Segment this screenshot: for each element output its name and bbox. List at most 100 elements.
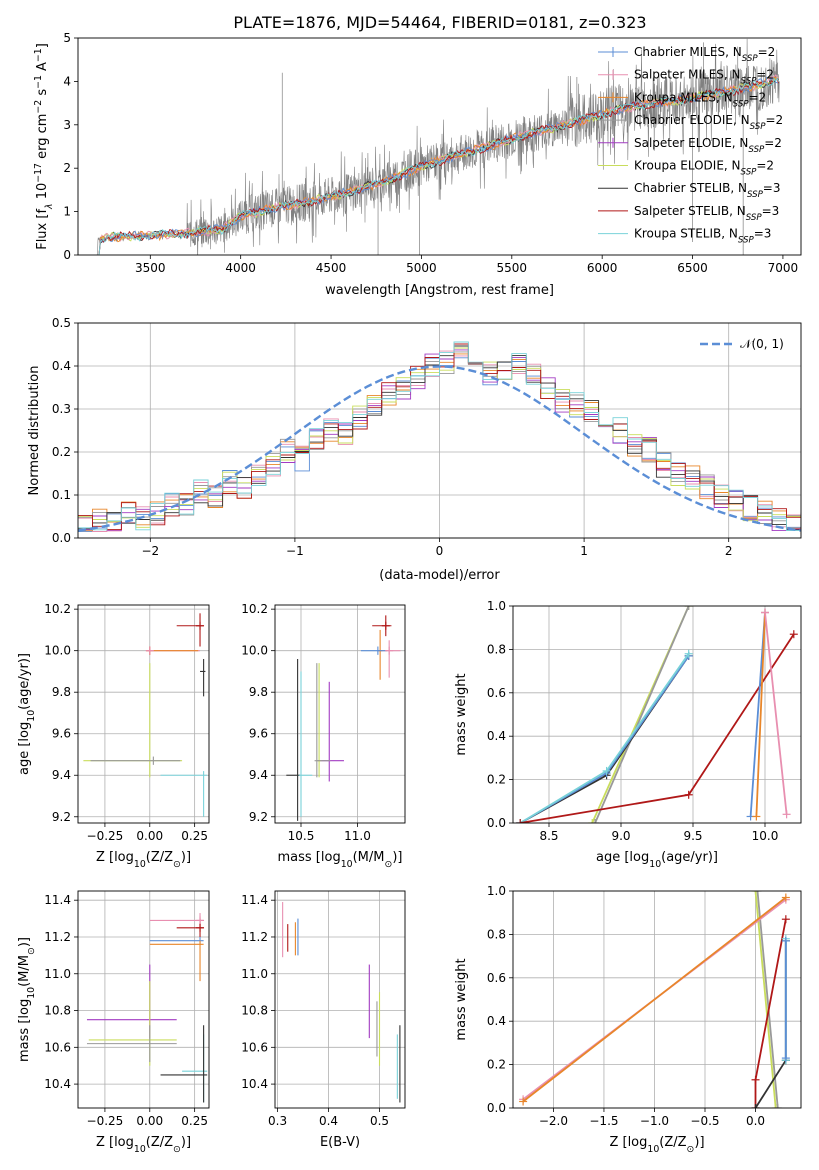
x-tick-label: 1: [580, 544, 588, 558]
x-axis-label: age [log10(age/yr)]: [596, 850, 718, 870]
label-part: 10: [341, 859, 353, 870]
x-tick-label: 10.5: [288, 829, 315, 843]
label-part: Salpeter MILES, N: [634, 68, 741, 82]
histogram-series: [78, 347, 801, 532]
figure-title: PLATE=1876, MJD=54464, FIBERID=0181, z=0…: [233, 13, 646, 32]
histogram-series: [78, 341, 801, 532]
wz-axes: −2.0 −1.5 −1.0 −0.5 0.0 0.0 0.2 0.4 0.6 0.8 1.0 Z […: [454, 884, 802, 1155]
spectrum-axes: 3500 4000 4500 5000 5500 6000 6500 7000 0 1 2 3 4 5 wa…: [33, 31, 802, 298]
x-tick-label: 5500: [497, 261, 528, 275]
x-axis-label: Z [log10(Z/Z⊙)]: [96, 850, 191, 870]
x-tick-label: 0.00: [136, 829, 163, 843]
model-spectrum: [96, 76, 779, 255]
y-tick-label: 10.4: [44, 1077, 71, 1091]
label-part: =2: [758, 45, 776, 59]
label-part: SSP: [750, 122, 767, 132]
y-tick-label: 0.8: [487, 642, 506, 656]
label-part: −2: [33, 100, 44, 114]
observed-spectrum: [96, 38, 780, 255]
y-tick-label: 0.5: [52, 316, 71, 330]
label-part: )]: [694, 1135, 704, 1150]
x-tick-label: −2.0: [539, 1114, 568, 1128]
histogram-series: [78, 351, 801, 524]
label-part: mass [log: [17, 999, 32, 1062]
x-axis-label: (data-model)/error: [379, 568, 500, 583]
label-part: )]: [181, 850, 191, 865]
legend-label: Kroupa STELIB, NSSP=3: [634, 227, 771, 246]
data-point: [149, 940, 204, 982]
label-part: ⊙: [173, 859, 181, 870]
x-tick-label: 9.5: [683, 829, 702, 843]
label-part: SSP: [748, 145, 765, 155]
label-part: Flux [f: [35, 209, 50, 250]
x-tick-label: 0.5: [370, 1114, 389, 1128]
axes-frame: [77, 890, 210, 1109]
label-part: )]: [17, 937, 32, 947]
label-part: A: [35, 62, 50, 75]
label-part: Z [log: [96, 850, 134, 865]
label-part: SSP: [741, 168, 758, 178]
label-part: SSP: [746, 213, 763, 223]
label-part: ⊙: [384, 859, 392, 870]
y-tick-label: 5: [63, 31, 71, 45]
label-part: =3: [762, 204, 780, 218]
y-tick-label: 10.6: [44, 1040, 71, 1054]
label-part: Salpeter STELIB, N: [634, 204, 746, 218]
y-tick-label: 11.0: [44, 967, 71, 981]
y-tick-label: 9.2: [249, 810, 268, 824]
x-tick-label: 0.4: [319, 1114, 338, 1128]
data-point: [86, 1025, 177, 1063]
data-point: [200, 658, 206, 697]
histogram-series: [78, 349, 801, 532]
label-part: Chabrier STELIB, N: [634, 181, 747, 195]
label-part: ⊙: [26, 947, 37, 955]
label-part: Kroupa MILES, N: [634, 90, 733, 104]
label-part: =2: [756, 159, 774, 173]
label-part: )]: [181, 1135, 191, 1150]
label-part: ⊙: [173, 1144, 181, 1155]
x-tick-label: −1.0: [640, 1114, 669, 1128]
data-point: [160, 1025, 208, 1103]
y-tick-label: 9.2: [52, 810, 71, 824]
x-tick-label: 0.25: [181, 829, 208, 843]
y-tick-label: 2: [63, 161, 71, 175]
legend-label: Chabrier ELODIE, NSSP=2: [634, 113, 783, 132]
label-part: 10: [26, 710, 37, 722]
plot-area: [282, 902, 401, 1103]
x-tick-label: 10.0: [752, 829, 779, 843]
x-tick-label: 11.0: [344, 829, 371, 843]
y-tick-label: 1.0: [487, 599, 506, 613]
x-tick-label: 4500: [316, 261, 347, 275]
weight-series: [749, 612, 766, 817]
x-axis-label: mass [log10(M/M⊙)]: [278, 850, 403, 870]
y-tick-label: 10.0: [241, 644, 268, 658]
y-tick-label: 0.4: [487, 729, 506, 743]
data-point: [149, 936, 204, 945]
agez-axes: −0.25 0.00 0.259.29.49.69.810.010.2Z [log1…: [17, 602, 210, 870]
x-tick-label: −1: [286, 544, 304, 558]
y-tick-label: 0.0: [487, 1101, 506, 1115]
massz-axes: −0.25 0.00 0.25 10.4 10.6 10.8 11.0 11.2 11.4 Z […: [17, 890, 210, 1155]
legend-label: Chabrier MILES, NSSP=2: [634, 45, 775, 64]
x-tick-label: 0: [436, 544, 444, 558]
y-tick-label: 1.0: [487, 884, 506, 898]
weight-series: [594, 606, 690, 823]
agem-axes: 10.5 11.0 9.2 9.4 9.6 9.8 10.0 10.2 mass [log10(…: [241, 602, 406, 870]
x-tick-label: 9.0: [611, 829, 630, 843]
label-part: =2: [765, 113, 783, 127]
label-part: =3: [763, 181, 781, 195]
plot-area: [286, 615, 401, 821]
y-tick-label: 10.0: [44, 644, 71, 658]
y-tick-label: 0.6: [487, 971, 506, 985]
data-point: [149, 913, 204, 925]
histogram-series: [78, 343, 801, 531]
data-point: [88, 981, 177, 1066]
y-tick-label: 0.0: [487, 816, 506, 830]
x-axis-label: wavelength [Angstrom, rest frame]: [325, 283, 554, 298]
legend-label: Kroupa ELODIE, NSSP=2: [634, 159, 774, 178]
label-part: ⊙: [687, 1144, 695, 1155]
label-part: (Z/Z: [146, 850, 173, 865]
y-axis-label: mass weight: [454, 958, 469, 1040]
x-axis-label: E(B-V): [320, 1135, 360, 1150]
plot-area: [86, 913, 208, 1103]
